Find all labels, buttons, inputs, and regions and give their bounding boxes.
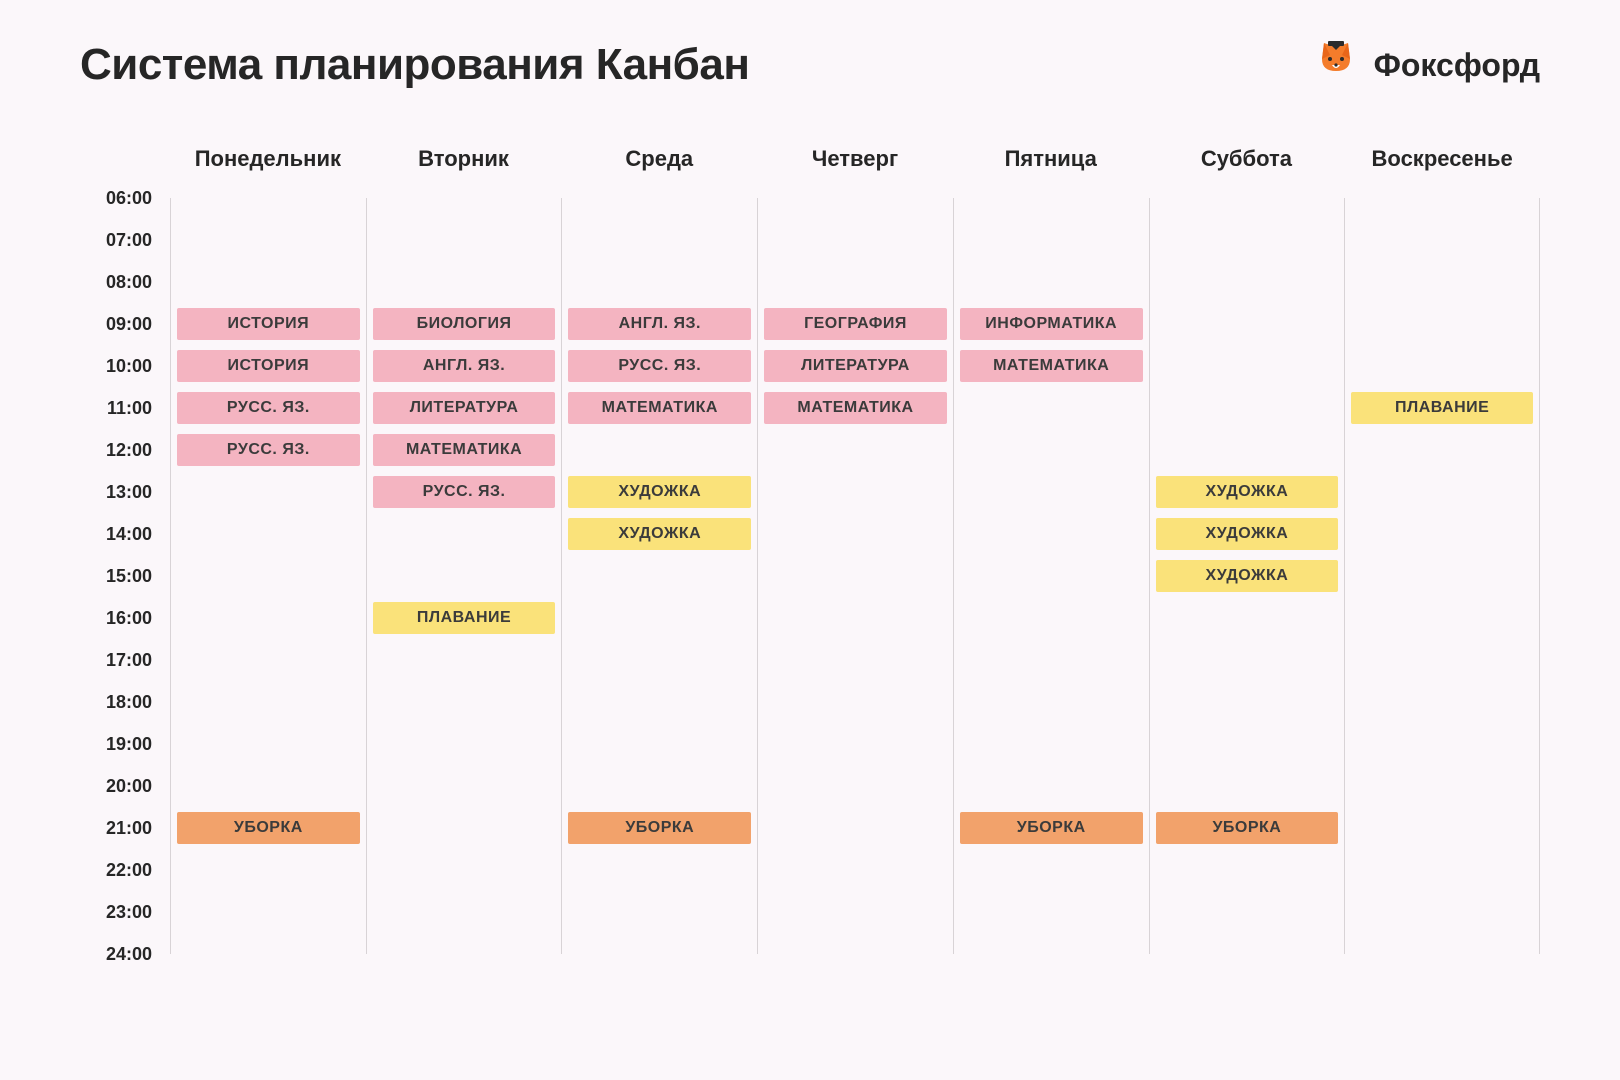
time-label: 13:00: [80, 483, 170, 525]
time-label: 12:00: [80, 441, 170, 483]
schedule-card[interactable]: РУСС. ЯЗ.: [568, 350, 751, 382]
schedule-card[interactable]: МАТЕМАТИКА: [373, 434, 556, 466]
schedule-card[interactable]: ХУДОЖКА: [568, 518, 751, 550]
schedule-card[interactable]: АНГЛ. ЯЗ.: [373, 350, 556, 382]
day-header: Среда: [561, 140, 757, 186]
fox-logo-icon: [1312, 41, 1360, 89]
day-column: ХУДОЖКА ХУДОЖКА ХУДОЖКА УБОРКА: [1149, 198, 1345, 954]
schedule-card[interactable]: РУСС. ЯЗ.: [177, 434, 360, 466]
schedule-card[interactable]: РУСС. ЯЗ.: [177, 392, 360, 424]
schedule-card[interactable]: ПЛАВАНИЕ: [1351, 392, 1533, 424]
time-label: 21:00: [80, 819, 170, 861]
kanban-board: ПонедельникВторникСредаЧетвергПятницаСуб…: [80, 140, 1540, 996]
day-header: Суббота: [1149, 140, 1345, 186]
time-label: 14:00: [80, 525, 170, 567]
time-label: 09:00: [80, 315, 170, 357]
time-label: 18:00: [80, 693, 170, 735]
schedule-card[interactable]: ИСТОРИЯ: [177, 350, 360, 382]
brand: Фоксфорд: [1312, 41, 1540, 89]
time-label: 19:00: [80, 735, 170, 777]
time-label: 08:00: [80, 273, 170, 315]
schedule-card[interactable]: УБОРКА: [1156, 812, 1339, 844]
schedule-card[interactable]: БИОЛОГИЯ: [373, 308, 556, 340]
day-column: ПЛАВАНИЕ: [1344, 198, 1540, 954]
day-column: ГЕОГРАФИЯ ЛИТЕРАТУРА МАТЕМАТИКА: [757, 198, 953, 954]
schedule-card[interactable]: МАТЕМАТИКА: [960, 350, 1143, 382]
day-header: Пятница: [953, 140, 1149, 186]
time-label: 10:00: [80, 357, 170, 399]
day-header: Понедельник: [170, 140, 366, 186]
schedule-card[interactable]: МАТЕМАТИКА: [764, 392, 947, 424]
time-label: 07:00: [80, 231, 170, 273]
day-header: Четверг: [757, 140, 953, 186]
schedule-card[interactable]: ХУДОЖКА: [568, 476, 751, 508]
time-label: 24:00: [80, 945, 170, 987]
schedule-card[interactable]: ИСТОРИЯ: [177, 308, 360, 340]
time-label: 22:00: [80, 861, 170, 903]
schedule-card[interactable]: ЛИТЕРАТУРА: [373, 392, 556, 424]
schedule-card[interactable]: ХУДОЖКА: [1156, 476, 1339, 508]
brand-name: Фоксфорд: [1374, 47, 1540, 84]
schedule-card[interactable]: РУСС. ЯЗ.: [373, 476, 556, 508]
day-column: ИНФОРМАТИКА МАТЕМАТИКА УБОРКА: [953, 198, 1149, 954]
time-label: 20:00: [80, 777, 170, 819]
schedule-card[interactable]: МАТЕМАТИКА: [568, 392, 751, 424]
schedule-grid: 06:0007:0008:0009:0010:0011:0012:0013:00…: [80, 198, 1540, 996]
day-column: БИОЛОГИЯ АНГЛ. ЯЗ. ЛИТЕРАТУРА МАТЕМАТИКА РУС…: [366, 198, 562, 954]
day-header: Вторник: [366, 140, 562, 186]
page-title: Система планирования Канбан: [80, 40, 749, 90]
schedule-card[interactable]: ХУДОЖКА: [1156, 560, 1339, 592]
time-label: 11:00: [80, 399, 170, 441]
schedule-card[interactable]: УБОРКА: [568, 812, 751, 844]
schedule-card[interactable]: ГЕОГРАФИЯ: [764, 308, 947, 340]
time-label: 06:00: [80, 189, 170, 231]
day-header: Воскресенье: [1344, 140, 1540, 186]
time-column: 06:0007:0008:0009:0010:0011:0012:0013:00…: [80, 198, 170, 996]
day-headers-row: ПонедельникВторникСредаЧетвергПятницаСуб…: [80, 140, 1540, 186]
header: Система планирования Канбан Фоксфорд: [80, 40, 1540, 90]
schedule-card[interactable]: УБОРКА: [177, 812, 360, 844]
time-label: 23:00: [80, 903, 170, 945]
schedule-card[interactable]: ИНФОРМАТИКА: [960, 308, 1143, 340]
schedule-card[interactable]: ЛИТЕРАТУРА: [764, 350, 947, 382]
schedule-card[interactable]: ХУДОЖКА: [1156, 518, 1339, 550]
schedule-card[interactable]: ПЛАВАНИЕ: [373, 602, 556, 634]
day-column: АНГЛ. ЯЗ. РУСС. ЯЗ. МАТЕМАТИКА ХУДОЖКА ХУДОЖ…: [561, 198, 757, 954]
schedule-card[interactable]: УБОРКА: [960, 812, 1143, 844]
schedule-card[interactable]: АНГЛ. ЯЗ.: [568, 308, 751, 340]
time-label: 16:00: [80, 609, 170, 651]
time-label: 15:00: [80, 567, 170, 609]
day-column: ИСТОРИЯ ИСТОРИЯ РУСС. ЯЗ. РУСС. ЯЗ. УБОРКА: [170, 198, 366, 954]
time-label: 17:00: [80, 651, 170, 693]
